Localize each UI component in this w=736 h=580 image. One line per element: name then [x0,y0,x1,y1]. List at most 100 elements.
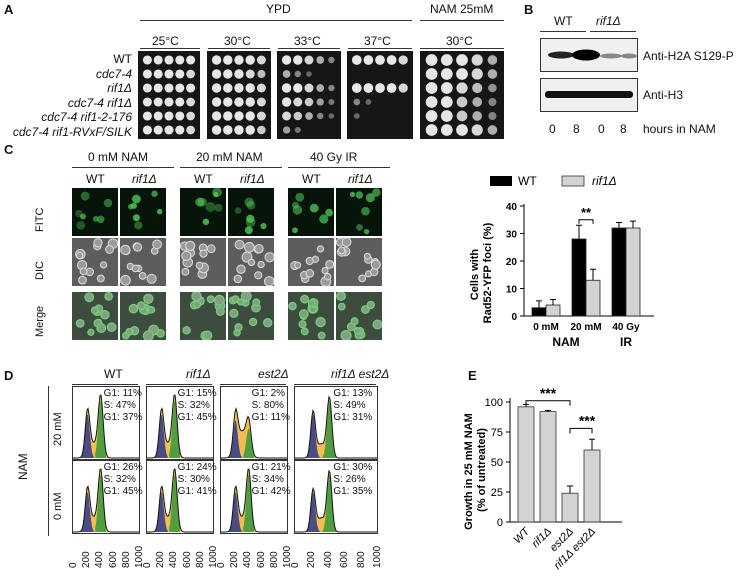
cell [206,244,216,254]
cell [288,301,297,311]
colony-spot [425,110,438,122]
colony-spot [294,126,301,134]
colony-spot [425,82,438,94]
histogram-outline [147,468,213,533]
stat-line: G1: 26% [103,462,143,473]
rad52-foci-chart: WT rif1Δ Cells with Rad52-YFP foci (%) 0… [470,174,654,349]
plate-25c [138,51,200,139]
colony-spot [211,97,222,107]
y-axis-label: Cells with Rad52-YFP foci (%) [470,222,494,323]
micrograph [72,188,118,236]
colony-spot [234,55,244,65]
cell-cycle-stats: G1: 21% S: 34% G1: 42% [252,462,291,498]
colony-spot [245,111,255,121]
colony-spot [164,111,174,121]
cell [206,295,215,304]
micrograph-cells [228,290,273,337]
ypd-header: YPD [266,2,291,16]
colony-spot [316,84,325,92]
nam-header: NAM 25mM [430,2,494,16]
legend-swatch-wt [490,176,512,186]
micrograph-cells [127,190,163,230]
colony-spot [175,125,185,135]
colony-spot [472,97,483,107]
cell [361,305,370,314]
colony-spot [456,110,468,122]
colony-spot [186,69,195,79]
blot-wt-line [540,31,586,32]
legend-wt: WT [518,174,537,188]
panel-b-label: B [524,2,534,17]
cell [298,309,309,319]
histogram-plot [73,394,139,459]
cell [125,327,134,336]
cond-line [180,167,282,168]
colony-spot [471,68,483,80]
micrograph [72,238,119,286]
colony-spot [175,111,185,121]
colony-spots [211,55,266,135]
cell [350,317,359,326]
blot-h3-label: Anti-H3 [643,88,684,102]
colony-spot [487,125,498,135]
bar [531,307,547,317]
cond-label: 0 mM NAM [88,150,148,164]
micrograph [228,238,275,287]
temp-line [208,48,270,49]
cell [298,320,307,329]
g1-fill [221,420,243,458]
cell [128,303,139,314]
cell [99,261,108,269]
y-tick-label: 0 [511,312,517,323]
micrograph-cells [335,237,381,283]
cell [214,203,223,212]
colony-spot [211,55,222,65]
col-rif1: rif1Δ [132,172,157,186]
y-axis-label-line: Cells with [470,249,481,301]
colony-spot [256,55,266,65]
cell [307,299,316,308]
cell-cycle-stats: G1: 26% S: 32% G1: 45% [104,462,143,498]
cell [202,330,213,341]
significance-mark: *** [540,385,557,401]
cell [130,202,137,209]
plate-30c [207,51,271,139]
colony-spot [472,82,483,94]
micrograph-cells [75,238,119,285]
colony-spot [440,54,453,66]
cell [356,224,363,231]
y-tick-label: 100 [485,397,503,409]
colony-spot [245,97,255,107]
stat-line: G1: 41% [177,486,217,497]
cell [79,267,88,276]
stat-line: G1: 35% [333,486,373,497]
colony-spot [164,125,174,135]
colony-spot [440,124,453,136]
g2-fill [169,474,180,532]
stat-line: S: 26% [333,474,366,485]
colony-spot [328,113,335,119]
cell [372,319,383,330]
colony-spot [142,83,152,93]
col-wt: WT [194,172,213,186]
micrograph [180,187,226,236]
significance-bracket [525,400,571,406]
cell [349,191,356,198]
colony-spot [304,97,314,107]
cell [305,269,315,278]
cell [80,213,86,220]
colony-spot [223,125,233,135]
colony-spot [456,96,468,108]
colony-spot [164,83,174,93]
cell [366,300,375,310]
strain-label: cdc7-4 [95,66,132,81]
colony-spot [328,56,335,64]
legend-swatch-rif1 [561,175,585,187]
g2-fill [243,474,254,532]
stat-line: G1: 45% [177,412,217,423]
colony-spot [386,83,397,93]
colony-spot [186,125,195,135]
cell [300,327,309,336]
histogram [220,460,288,534]
micrograph [336,188,382,236]
